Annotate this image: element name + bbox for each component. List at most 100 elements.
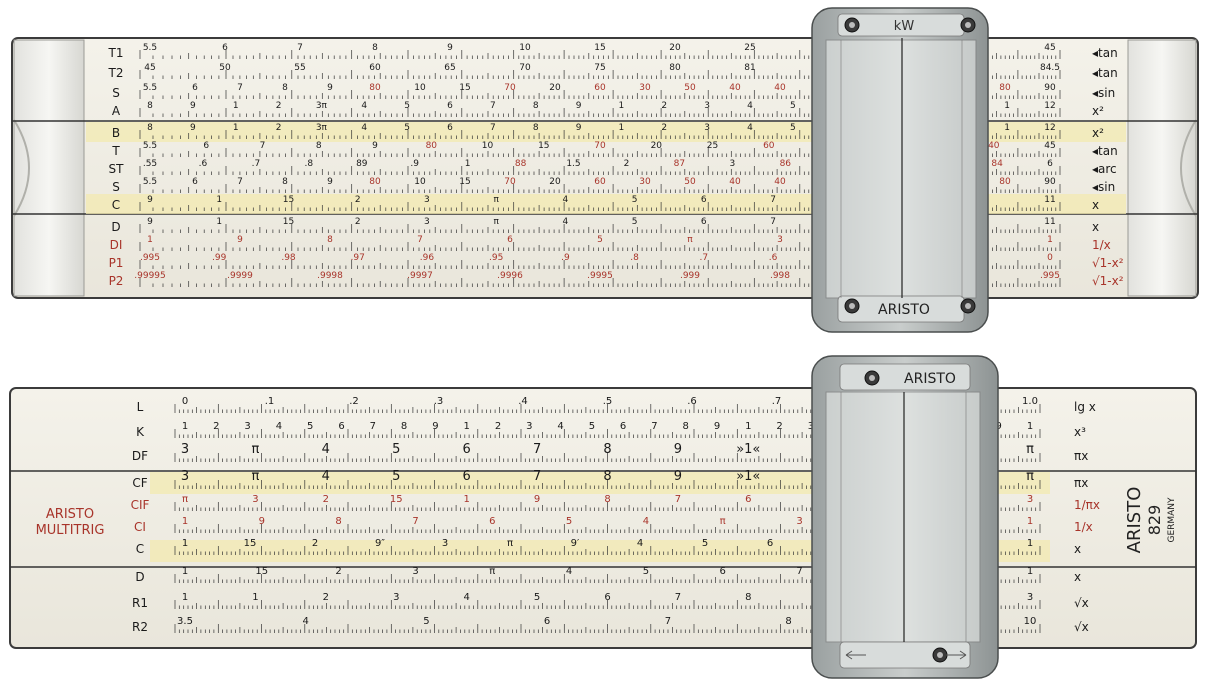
front-scale-label: 50 xyxy=(684,83,696,93)
back-scale-label: 6 xyxy=(620,421,626,432)
back-scale-label: 5 xyxy=(566,516,572,527)
arrow-left-icon xyxy=(845,650,866,660)
back-scale-label: 7 xyxy=(796,566,802,577)
back-scale-label: 4 xyxy=(566,566,572,577)
back-scale-label: 3 xyxy=(244,421,250,432)
front-scale-label: 6 xyxy=(222,43,228,53)
back-scale-label: 6 xyxy=(720,566,726,577)
back-scale-label: 5 xyxy=(423,616,429,627)
front-right-label: ◂tan xyxy=(1092,144,1118,158)
front-scale-label: 6 xyxy=(1047,159,1053,169)
back-scale-label: 7 xyxy=(412,516,418,527)
back-scale-label: π xyxy=(1026,469,1034,484)
front-scale-label: 7 xyxy=(770,195,776,205)
front-scale-label: 80 xyxy=(999,83,1011,93)
back-scale-label: 1 xyxy=(464,421,470,432)
front-right-label: x² xyxy=(1092,104,1104,118)
front-scale-label: 10 xyxy=(414,177,426,187)
front-scale-label: .9998 xyxy=(317,271,343,281)
front-scale-name-p1: P1 xyxy=(109,256,124,270)
front-scale-label: 2 xyxy=(276,123,282,133)
back-scale-name-l: L xyxy=(137,400,144,414)
front-scale-label: 15 xyxy=(538,141,549,151)
brand-right-aristo: ARISTO xyxy=(1124,487,1145,554)
front-scale-label: 4 xyxy=(361,101,367,111)
cursor-brand-label: ARISTO xyxy=(878,302,930,318)
back-scale-label: .5 xyxy=(603,396,613,407)
back-scale-label: 15 xyxy=(244,538,257,549)
front-scale-label: 60 xyxy=(369,63,381,73)
front-scale-label: 80 xyxy=(669,63,681,73)
back-scale-label: 1 xyxy=(1027,421,1033,432)
back-scale-label: 9 xyxy=(674,469,682,484)
front-scale-name-c: C xyxy=(112,198,120,212)
front-scale-label: 9 xyxy=(147,195,153,205)
back-right-label: x xyxy=(1074,542,1081,556)
front-scale-label: 6 xyxy=(701,217,707,227)
cursor-glass xyxy=(825,39,977,299)
back-scale-label: 7 xyxy=(675,494,681,505)
front-scale-label: 8 xyxy=(316,141,322,151)
front-scale-label: 80 xyxy=(369,83,381,93)
back-scale-label: 8 xyxy=(603,442,611,457)
back-scale-label: 6 xyxy=(767,538,773,549)
back-scale-label: 4 xyxy=(322,469,330,484)
back-scale-label: 1.0 xyxy=(1022,396,1038,407)
front-scale-label: 88 xyxy=(515,159,527,169)
front-scale-label: .8 xyxy=(630,253,639,263)
front-scale-label: 9 xyxy=(576,123,582,133)
back-scale-label: 3 xyxy=(181,442,189,457)
front-scale-label: .6 xyxy=(199,159,208,169)
front-scale-label: 8 xyxy=(282,83,288,93)
front-scale-label: .9996 xyxy=(497,271,523,281)
front-scale-name-t2: T2 xyxy=(108,66,124,80)
front-scale-name-d: D xyxy=(111,220,120,234)
back-scale-label: 15 xyxy=(390,494,403,505)
back-scale-name-cif: CIF xyxy=(131,498,150,512)
back-right-label: √x xyxy=(1074,620,1089,634)
front-scale-label: .8 xyxy=(305,159,314,169)
front-scale-label: 70 xyxy=(504,177,516,187)
front-scale-label: 12 xyxy=(1044,123,1055,133)
back-scale-label: π xyxy=(1026,442,1034,457)
front-scale-label: 1.5 xyxy=(566,159,580,169)
front-scale-label: 7 xyxy=(417,235,423,245)
front-scale-label: 5 xyxy=(632,195,638,205)
back-scale-label: »1« xyxy=(736,442,760,457)
front-scale-label: 12 xyxy=(1044,101,1055,111)
back-scale-label: 2 xyxy=(213,421,219,432)
front-scale-label: 3 xyxy=(424,195,430,205)
back-cursor-screw-head xyxy=(869,375,875,381)
front-right-label: 1/x xyxy=(1092,238,1111,252)
front-scale-label: 2 xyxy=(624,159,630,169)
right-end-notch xyxy=(1180,119,1197,217)
front-scale-label: 3 xyxy=(730,159,736,169)
front-scale-label: 5 xyxy=(597,235,603,245)
front-scale-label: 40 xyxy=(729,177,741,187)
back-scale-label: 3 xyxy=(526,421,532,432)
front-scale-label: 80 xyxy=(426,141,438,151)
back-scale-label: 1 xyxy=(745,421,751,432)
front-scale-name-st: ST xyxy=(109,162,125,176)
front-scale-label: .7 xyxy=(252,159,261,169)
front-scale-label: 84 xyxy=(991,159,1003,169)
back-scale-label: 1 xyxy=(1027,516,1033,527)
front-scale-label: 25 xyxy=(744,43,755,53)
back-scale-label: 3.5 xyxy=(177,616,193,627)
front-scale-label: 40 xyxy=(774,83,786,93)
back-right-label: √x xyxy=(1074,596,1089,610)
front-scale-label: 5 xyxy=(404,101,410,111)
back-scale-label: .2 xyxy=(349,396,359,407)
back-scale-label: 3 xyxy=(442,538,448,549)
back-right-label: πx xyxy=(1074,476,1088,490)
front-scale-label: 1 xyxy=(1047,235,1053,245)
front-scale-label: 15 xyxy=(459,177,470,187)
front-scale-label: 45 xyxy=(1044,43,1055,53)
back-scale-label: 9 xyxy=(432,421,438,432)
front-side: T15.567891015202530354045◂tanT2455055606… xyxy=(11,7,1199,333)
front-scale-name-a: A xyxy=(112,104,121,118)
back-scale-label: 15 xyxy=(255,566,268,577)
back-scale-label: π xyxy=(720,516,726,527)
front-scale-label: 1 xyxy=(1004,101,1010,111)
front-scale-label: .6 xyxy=(769,253,778,263)
